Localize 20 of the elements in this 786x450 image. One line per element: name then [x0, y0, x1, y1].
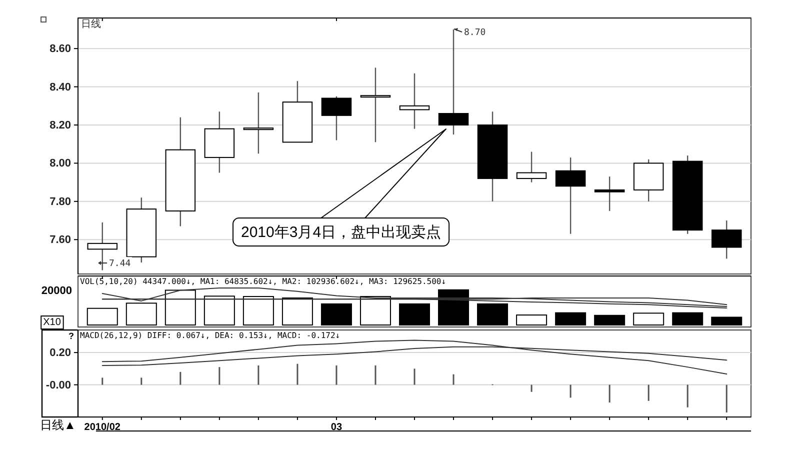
text: ?: [68, 331, 74, 341]
x-tick-label: 2010/02: [84, 422, 121, 434]
text: 20000: [41, 285, 72, 297]
y-tick-label: -0.00: [46, 379, 71, 392]
text: X10: [43, 317, 62, 328]
annotation: 7.44: [109, 259, 131, 269]
y-tick-label: 8.20: [50, 120, 71, 132]
y-tick-label: 8.40: [50, 81, 71, 94]
text: 日线▲: [40, 418, 76, 432]
annotation: 8.70: [464, 28, 486, 38]
text: VOL(5,10,20) 44347.000↓, MA1: 64835.602↓, MA2: 102936.602↓, MA3: 129625.500↓: [80, 277, 446, 286]
chart-title: 日线: [81, 18, 101, 30]
annotation: MACD(26,12,9) DIFF: 0.067↓, DEA: 0.153↓, MACD: -0.172↓: [80, 331, 340, 340]
y-tick-label: 8.60: [50, 43, 71, 56]
annotation: 2010年3月4日，盘中出现卖点: [241, 224, 442, 241]
y-tick-label: 8.00: [50, 158, 71, 170]
y-tick-label: 7.80: [50, 196, 71, 208]
y-tick-label: 7.60: [50, 234, 71, 246]
y-tick-label: 0.20: [50, 347, 71, 360]
x-tick-label: 03: [330, 422, 342, 434]
